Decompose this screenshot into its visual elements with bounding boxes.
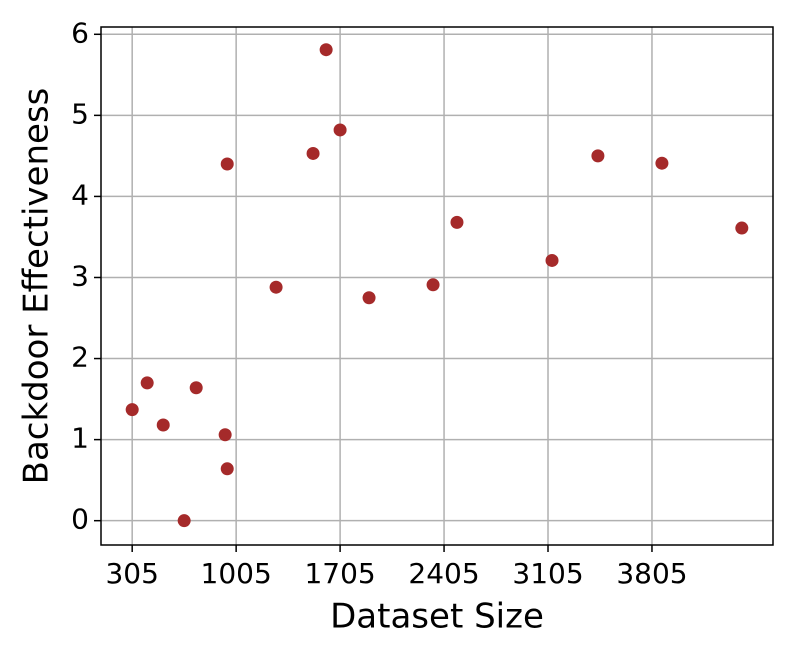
x-tick-label: 3805 — [616, 557, 687, 590]
point — [333, 123, 347, 137]
point — [362, 291, 376, 305]
point — [125, 403, 139, 417]
x-tick-label: 1705 — [304, 557, 375, 590]
point — [655, 156, 669, 170]
y-tick-label: 1 — [71, 422, 89, 455]
point — [545, 253, 559, 267]
point — [735, 221, 749, 235]
point — [140, 376, 154, 390]
point — [319, 43, 333, 57]
x-tick-label: 305 — [105, 557, 158, 590]
x-axis-label: Dataset Size — [330, 597, 544, 637]
plot-frame — [100, 26, 774, 546]
x-tick-label: 3105 — [512, 557, 583, 590]
point — [426, 278, 440, 292]
point — [269, 280, 283, 294]
point — [156, 418, 170, 432]
point — [306, 146, 320, 160]
y-tick-label: 0 — [71, 503, 89, 536]
point — [450, 215, 464, 229]
point — [218, 428, 232, 442]
y-tick-label: 4 — [71, 178, 89, 211]
point — [220, 462, 234, 476]
point — [177, 514, 191, 528]
x-tick-label: 1005 — [201, 557, 272, 590]
y-tick-label: 6 — [71, 16, 89, 49]
point — [591, 149, 605, 163]
x-tick-label: 2405 — [408, 557, 479, 590]
y-tick-label: 2 — [71, 341, 89, 374]
point — [220, 157, 234, 171]
y-tick-label: 3 — [71, 259, 89, 292]
y-axis-label: Backdoor Effectiveness — [17, 88, 57, 485]
y-tick-label: 5 — [71, 97, 89, 130]
point — [189, 381, 203, 395]
